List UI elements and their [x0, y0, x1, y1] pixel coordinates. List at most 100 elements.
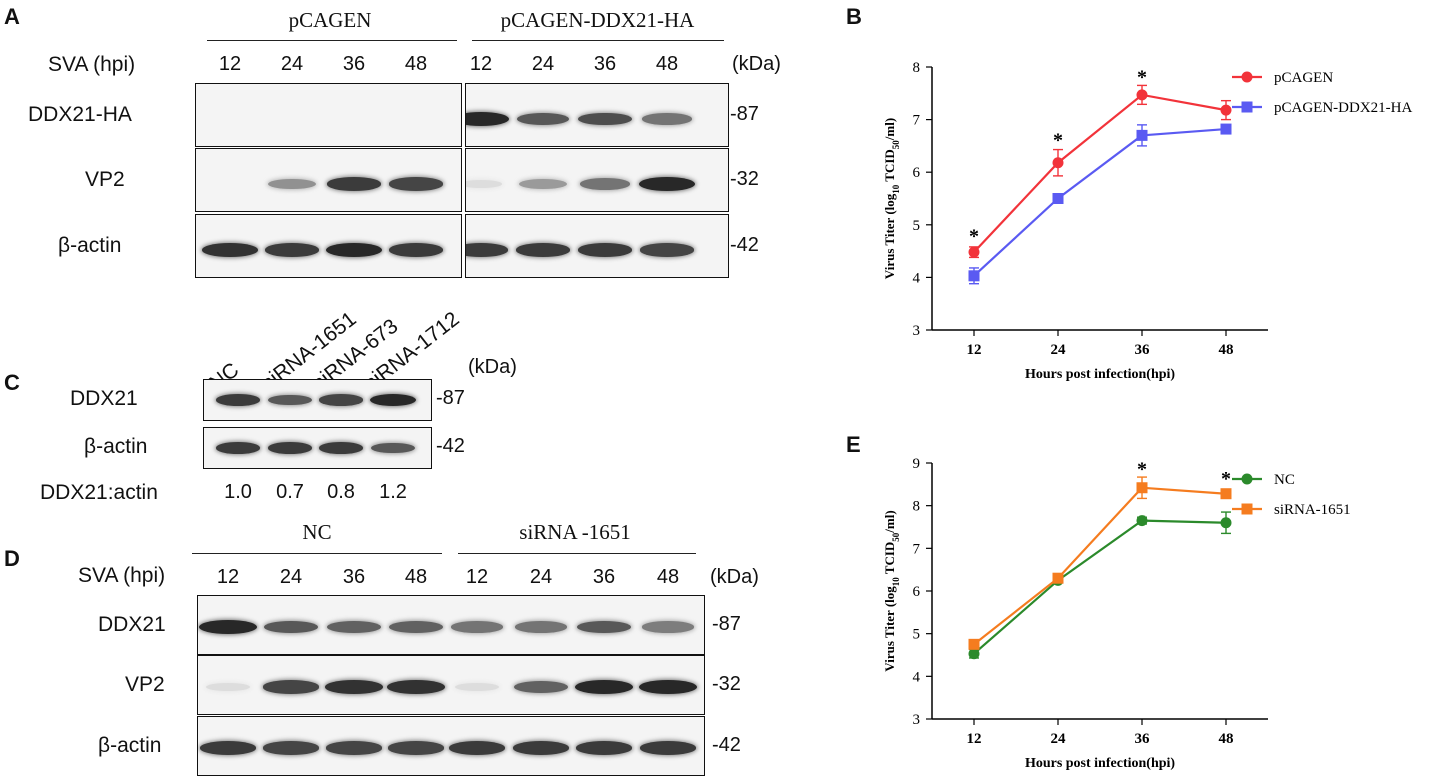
band	[579, 178, 631, 190]
kda-marker: -87	[436, 387, 465, 409]
band	[268, 394, 312, 406]
data-point	[1136, 515, 1148, 527]
data-point	[1052, 193, 1064, 204]
y-tick-label: 3	[913, 712, 921, 728]
band	[640, 243, 694, 257]
lane-label: 36	[593, 53, 617, 75]
data-point	[1220, 123, 1232, 135]
kda-marker: -42	[712, 734, 741, 756]
band	[514, 680, 568, 694]
band	[325, 680, 383, 694]
legend-label: NC	[1274, 472, 1295, 488]
data-point	[1136, 129, 1148, 141]
kda-unit: (kDa)	[468, 356, 517, 378]
significance-star: *	[1221, 468, 1231, 490]
legend-marker	[1241, 503, 1253, 515]
legend-label: pCAGEN-DDX21-HA	[1274, 100, 1412, 116]
row-header-sva: SVA (hpi)	[78, 564, 166, 587]
band	[388, 243, 444, 257]
blot-membrane	[195, 83, 462, 147]
band	[318, 394, 364, 406]
blot-membrane	[465, 148, 729, 212]
blot-membrane	[197, 716, 705, 776]
group-underline	[458, 553, 696, 554]
legend-marker	[1241, 101, 1253, 113]
data-point	[1052, 157, 1064, 169]
lane-label: 12	[218, 53, 242, 75]
series-line	[973, 127, 1227, 277]
band	[370, 394, 416, 406]
band	[263, 741, 319, 755]
lane-label: 12	[465, 566, 489, 588]
lane-label: 24	[531, 53, 555, 75]
x-tick-label: 24	[1051, 731, 1067, 747]
band	[263, 680, 319, 694]
band	[199, 741, 257, 755]
legend-label: pCAGEN	[1274, 70, 1333, 86]
band	[466, 243, 509, 257]
blot-membrane	[195, 148, 462, 212]
lane-label: 24	[529, 566, 553, 588]
x-axis-label: Hours post infection(hpi)	[1025, 367, 1175, 382]
band	[450, 621, 504, 633]
band	[448, 741, 506, 755]
series-line	[973, 519, 1227, 655]
legend-label: siRNA-1651	[1274, 502, 1351, 518]
y-tick-label: 7	[913, 541, 921, 557]
band	[576, 620, 632, 634]
y-axis-label-part: TCID	[882, 542, 897, 578]
y-tick-label: 4	[913, 270, 921, 286]
kda-marker: -87	[712, 613, 741, 635]
blot-row-label: VP2	[125, 673, 165, 696]
kda-unit: (kDa)	[732, 53, 781, 75]
y-tick-label: 9	[913, 456, 921, 472]
band	[267, 178, 317, 190]
band	[388, 741, 444, 755]
band	[389, 620, 443, 634]
ratio-label: DDX21:actin	[40, 481, 158, 504]
y-axis-label-part: /ml)	[882, 118, 897, 141]
lane-label: 48	[655, 53, 679, 75]
band	[515, 243, 571, 257]
data-point	[1052, 572, 1064, 584]
blot-row-label: β-actin	[58, 234, 122, 257]
x-tick-label: 36	[1135, 731, 1151, 747]
band	[371, 442, 415, 454]
lane-label: 48	[404, 566, 428, 588]
data-point	[1136, 89, 1148, 101]
data-point	[968, 638, 980, 650]
band	[642, 621, 694, 633]
band	[267, 442, 313, 454]
band	[326, 243, 382, 257]
band	[512, 741, 570, 755]
y-axis-label: Virus Titer (log10 TCID50/ml)	[882, 510, 901, 671]
blot-membrane	[203, 379, 432, 421]
lane-label: 12	[469, 53, 493, 75]
panel-letter-b: B	[846, 4, 862, 29]
kda-marker: -32	[730, 168, 759, 190]
band	[514, 621, 568, 633]
band	[326, 741, 382, 755]
band	[263, 620, 319, 634]
group-label-sirna-1651: siRNA -1651	[519, 520, 631, 544]
x-axis-label: Hours post infection(hpi)	[1025, 756, 1175, 771]
blot-membrane	[203, 427, 432, 469]
blot-row-label: β-actin	[84, 435, 148, 458]
series-line	[973, 486, 1227, 646]
lane-label: 12	[216, 566, 240, 588]
y-axis-label-part: 50	[891, 140, 901, 150]
band	[578, 112, 632, 126]
kda-unit: (kDa)	[710, 566, 759, 588]
y-axis-label: Virus Titer (log10 TCID50/ml)	[882, 118, 901, 279]
x-tick-label: 24	[1051, 342, 1067, 358]
y-axis-label-part: Virus Titer (log	[882, 586, 897, 672]
lane-label: 24	[279, 566, 303, 588]
legend-marker	[1241, 473, 1253, 485]
group-label-nc: NC	[302, 520, 332, 544]
y-axis-label-part: 50	[891, 532, 901, 542]
data-point	[1220, 517, 1232, 529]
y-axis-label-part: TCID	[882, 149, 897, 185]
ratio-value: 0.8	[327, 481, 355, 503]
y-tick-label: 4	[913, 669, 921, 685]
chart-e-virus-titer: 3 4 5 6 7 8 9 12 24 36 48 Hours post infection(hpi)…	[882, 456, 1351, 771]
